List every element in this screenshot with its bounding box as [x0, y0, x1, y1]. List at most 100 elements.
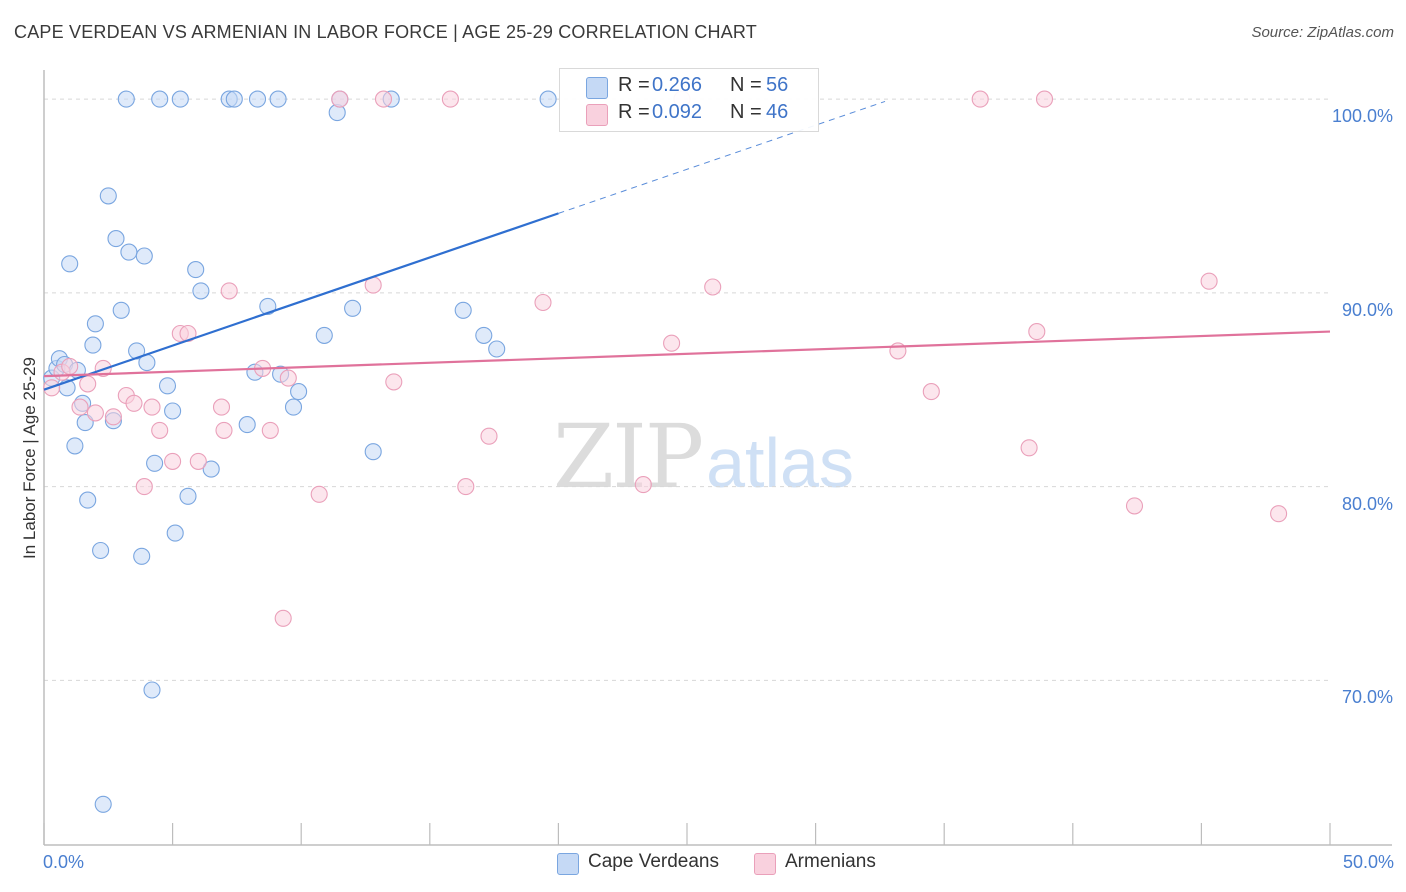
- y-tick-label: 100.0%: [1331, 106, 1393, 127]
- point-armenian: [86, 404, 104, 422]
- legend-n-label: N =: [730, 74, 762, 96]
- legend-n-value: 56: [766, 74, 789, 96]
- trendline-cape-verdeans-extension: [558, 100, 886, 214]
- point-cape-verdean: [344, 299, 362, 317]
- point-armenian: [215, 421, 233, 439]
- legend-swatch-pink: [586, 104, 608, 126]
- legend-swatch-pink: [754, 853, 776, 875]
- point-cape-verdean: [454, 301, 472, 319]
- point-armenian: [164, 452, 182, 470]
- point-cape-verdean: [290, 383, 308, 401]
- point-armenian: [274, 609, 292, 627]
- chart-source: Source: ZipAtlas.com: [1251, 24, 1394, 41]
- point-armenian: [61, 357, 79, 375]
- point-armenian: [534, 293, 552, 312]
- legend-label-cape-verdeans: Cape Verdeans: [588, 851, 719, 872]
- point-cape-verdean: [84, 336, 102, 354]
- point-armenian: [374, 90, 393, 108]
- point-armenian: [385, 373, 403, 391]
- stats-legend: R = 0.266 N = 56 R = 0.092 N = 46: [559, 68, 819, 132]
- point-cape-verdean: [488, 340, 506, 358]
- point-armenian: [310, 485, 328, 503]
- point-cape-verdean: [61, 255, 79, 273]
- point-cape-verdean: [187, 261, 205, 279]
- point-cape-verdean: [248, 90, 267, 108]
- point-cape-verdean: [539, 90, 557, 108]
- watermark: ZIPatlas: [553, 405, 854, 508]
- point-cape-verdean: [269, 90, 287, 108]
- legend-r-label: R =: [618, 74, 650, 96]
- point-armenian: [480, 427, 498, 445]
- point-cape-verdean: [120, 243, 138, 261]
- point-armenian: [457, 478, 475, 496]
- point-armenian: [634, 476, 652, 494]
- point-cape-verdean: [475, 326, 493, 344]
- chart-title: CAPE VERDEAN VS ARMENIAN IN LABOR FORCE …: [14, 22, 757, 42]
- point-cape-verdean: [79, 491, 97, 509]
- point-cape-verdean: [166, 524, 184, 542]
- x-tick-label-min: 0.0%: [43, 852, 85, 872]
- point-armenian: [151, 421, 169, 439]
- point-armenian: [261, 421, 279, 439]
- legend-n-value: 46: [766, 101, 789, 123]
- point-armenian: [135, 478, 153, 496]
- x-tick-label-max: 50.0%: [1342, 852, 1394, 872]
- point-armenian: [663, 334, 681, 352]
- point-cape-verdean: [315, 326, 333, 344]
- trendline-cape-verdeans: [43, 212, 559, 391]
- point-armenian: [212, 398, 231, 416]
- point-armenian: [331, 90, 349, 108]
- point-cape-verdean: [66, 437, 84, 455]
- point-cape-verdean: [364, 443, 382, 461]
- point-armenian: [1270, 505, 1288, 523]
- trend-layer: [43, 100, 1331, 391]
- point-armenian: [441, 90, 459, 108]
- point-cape-verdean: [179, 487, 197, 505]
- point-armenian: [143, 398, 161, 416]
- point-cape-verdean: [117, 90, 135, 108]
- points-layer: [43, 90, 1288, 813]
- point-armenian: [125, 394, 143, 412]
- point-armenian: [79, 375, 97, 393]
- point-cape-verdean: [99, 187, 117, 205]
- point-cape-verdean: [171, 90, 189, 108]
- y-tick-label: 80.0%: [1341, 493, 1393, 514]
- point-armenian: [971, 90, 989, 108]
- point-cape-verdean: [259, 297, 277, 315]
- legend-r-value: 0.092: [652, 101, 703, 123]
- point-cape-verdean: [151, 90, 169, 108]
- point-armenian: [71, 398, 89, 416]
- point-armenian: [922, 383, 940, 401]
- point-armenian: [1028, 323, 1046, 341]
- y-tick-label: 70.0%: [1341, 687, 1393, 708]
- point-cape-verdean: [112, 301, 130, 319]
- legend-r-label: R =: [618, 101, 650, 123]
- axis-layer: [43, 70, 1392, 846]
- point-cape-verdean: [284, 398, 303, 416]
- point-cape-verdean: [158, 377, 177, 395]
- watermark-zip: ZIP: [553, 405, 704, 508]
- point-armenian: [104, 408, 122, 426]
- point-armenian: [1020, 439, 1038, 457]
- point-cape-verdean: [94, 795, 112, 813]
- legend-swatch-blue: [557, 853, 579, 875]
- legend-label-armenians: Armenians: [785, 851, 876, 872]
- y-axis-label: In Labor Force | Age 25-29: [20, 357, 39, 559]
- point-armenian: [1035, 90, 1054, 108]
- point-armenian: [220, 282, 238, 300]
- point-cape-verdean: [225, 90, 243, 108]
- point-cape-verdean: [192, 282, 210, 300]
- point-cape-verdean: [146, 454, 164, 472]
- watermark-atlas: atlas: [706, 424, 854, 502]
- legend-r-value: 0.266: [652, 74, 703, 96]
- point-cape-verdean: [135, 247, 153, 265]
- point-cape-verdean: [86, 315, 104, 333]
- point-armenian: [704, 278, 722, 296]
- point-cape-verdean: [133, 547, 151, 565]
- point-armenian: [179, 324, 197, 343]
- legend-swatch-blue: [586, 77, 608, 99]
- legend-n-label: N =: [730, 101, 762, 123]
- trendline-armenians: [43, 330, 1331, 378]
- point-cape-verdean: [202, 460, 220, 478]
